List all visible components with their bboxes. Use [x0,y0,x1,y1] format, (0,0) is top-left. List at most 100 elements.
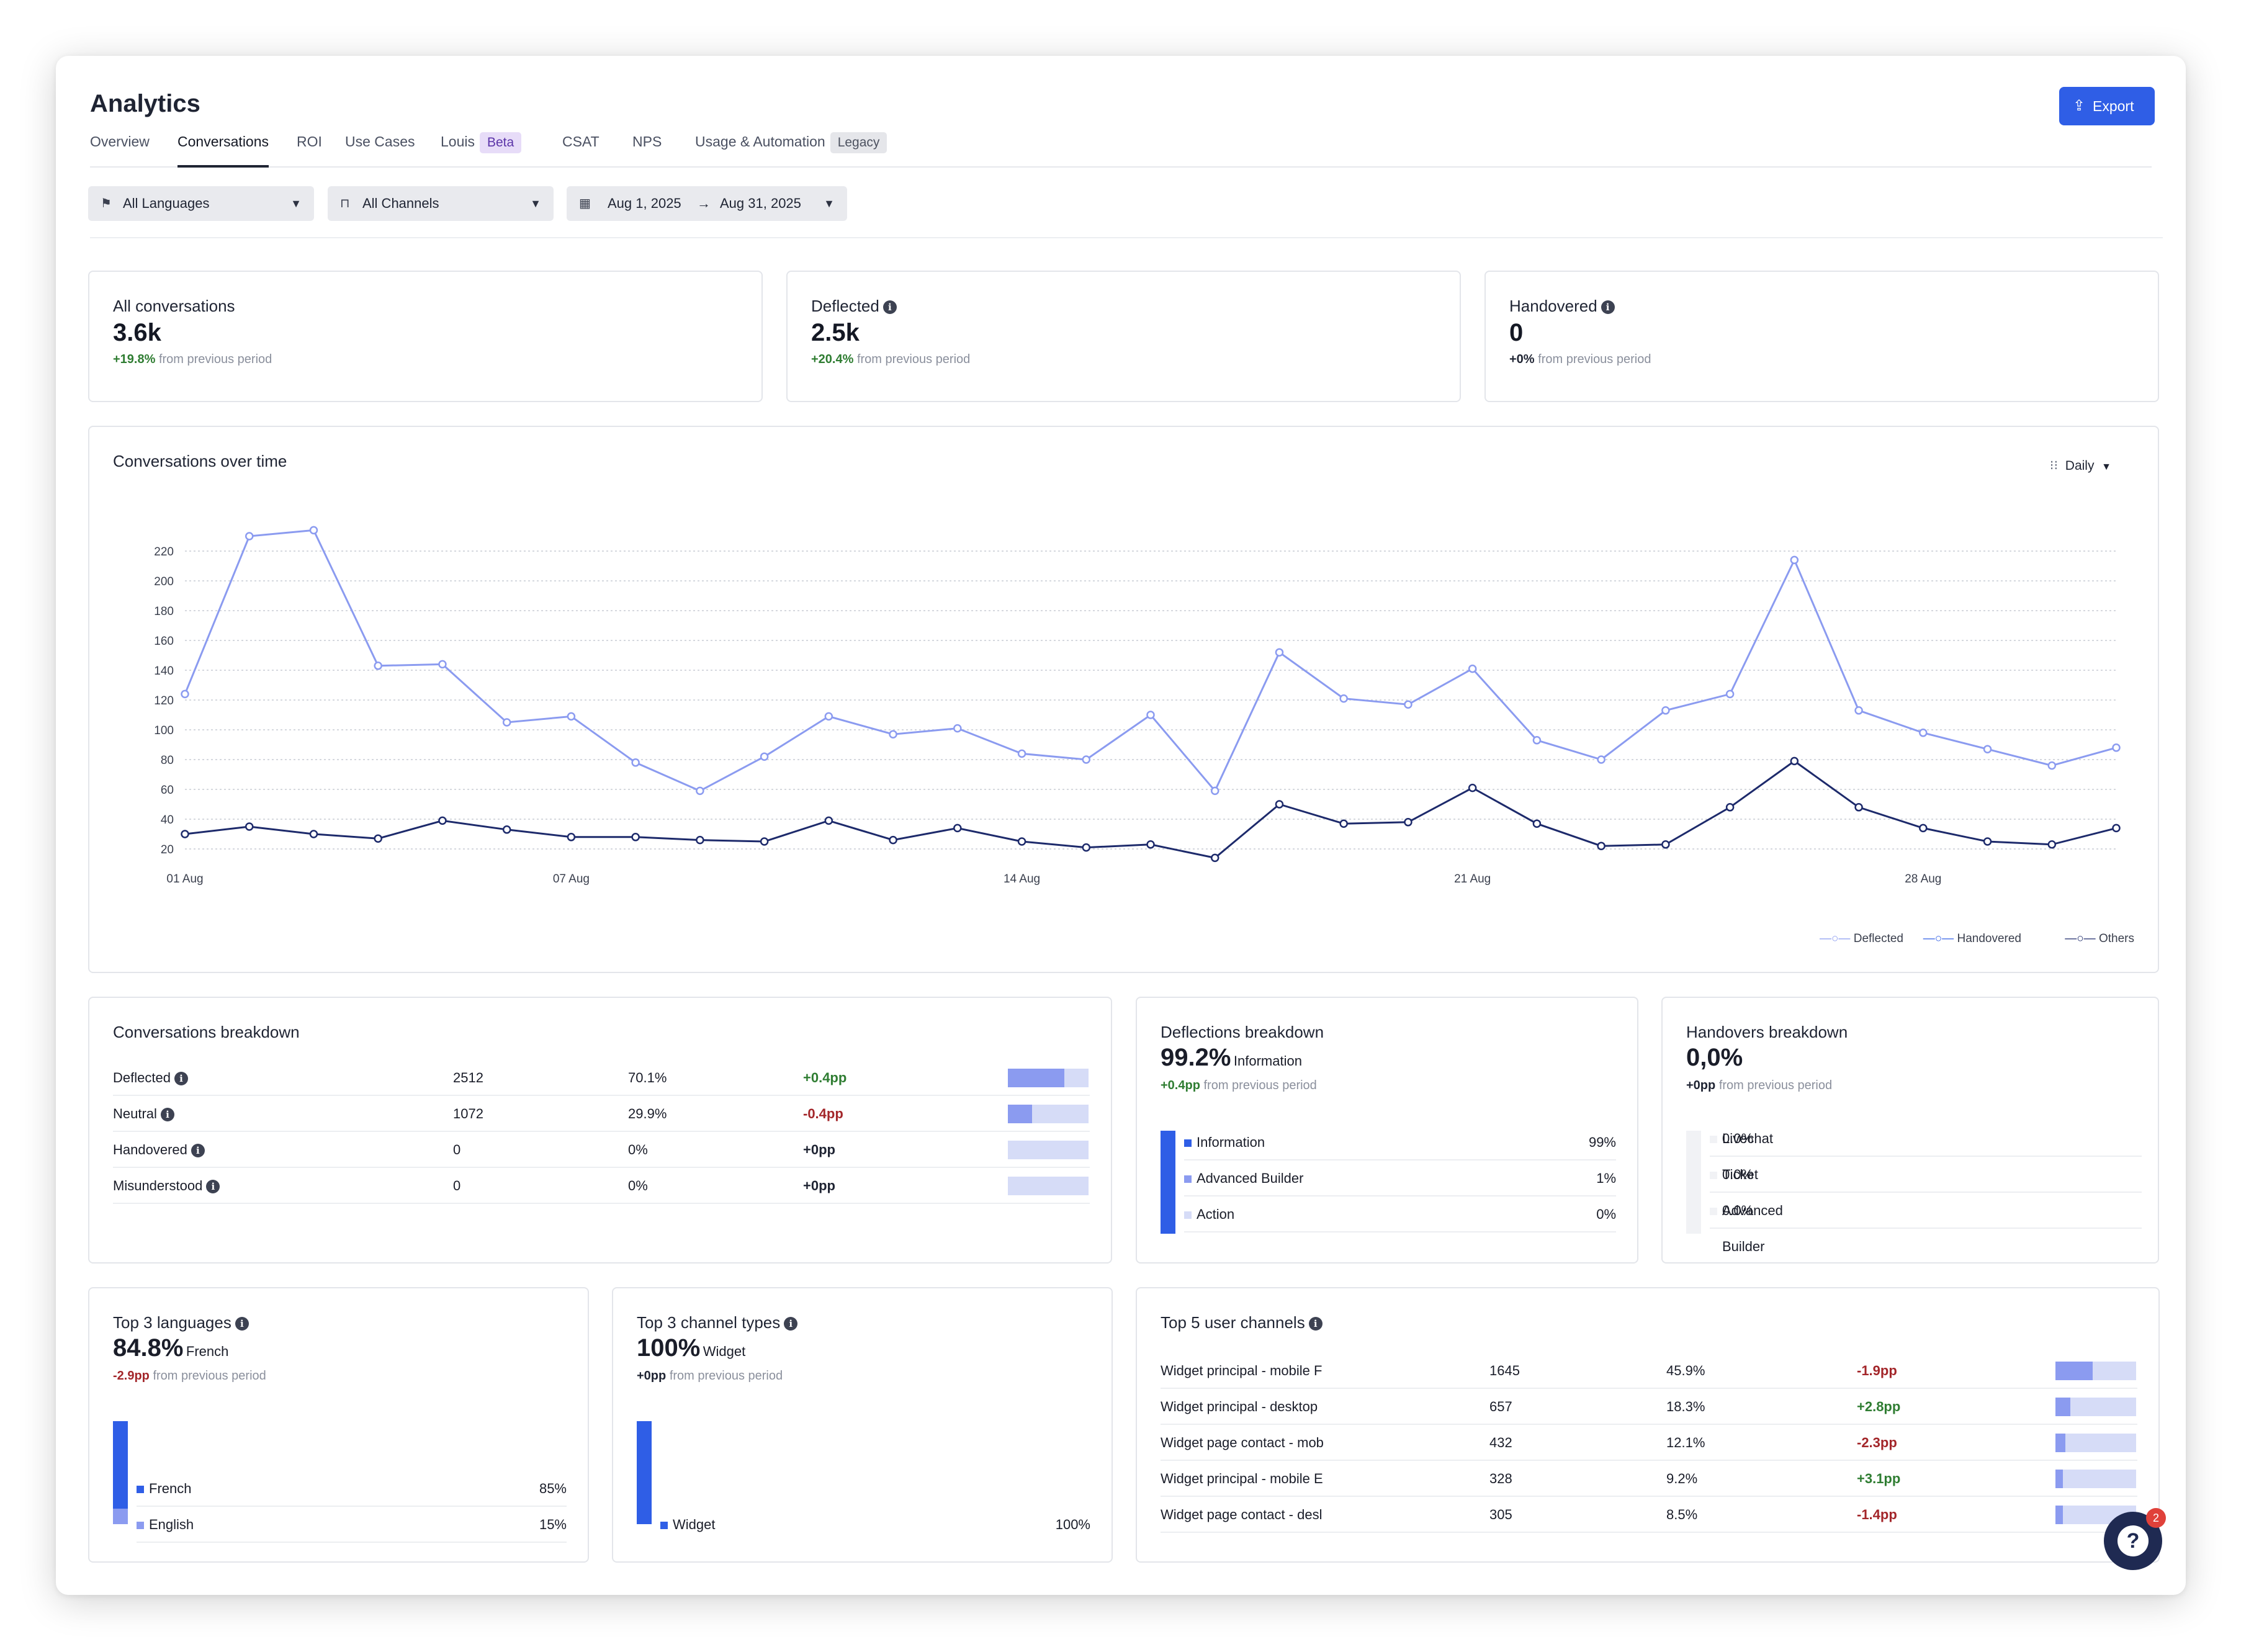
data-point-deflected[interactable] [760,752,769,761]
data-point-others[interactable] [1275,800,1284,809]
legend-handovered[interactable]: —○— Handovered [1923,932,2021,945]
info-icon[interactable]: i [235,1317,249,1331]
legend-deflected[interactable]: —○— Deflected [1819,932,1903,945]
data-point-others[interactable] [1661,840,1670,849]
data-point-others[interactable] [2112,824,2121,833]
date-range-filter[interactable]: ▦ Aug 1, 2025 → Aug 31, 2025 ▼ [567,186,847,221]
data-point-others[interactable] [309,830,318,838]
data-point-deflected[interactable] [502,718,511,727]
info-icon[interactable]: i [160,1108,174,1122]
help-button[interactable]: ? 2 [2104,1508,2166,1570]
data-point-others[interactable] [567,833,576,842]
data-point-others[interactable] [953,824,962,833]
data-point-others[interactable] [1017,837,1026,846]
data-point-deflected[interactable] [1404,700,1412,709]
data-point-deflected[interactable] [1983,745,1992,753]
tab-overview[interactable]: Overview [90,133,150,150]
data-point-others[interactable] [1532,819,1542,828]
data-point-others[interactable] [1983,837,1992,846]
share-bar [2055,1470,2136,1488]
data-point-others[interactable] [1468,783,1477,792]
row-label: English [149,1517,194,1532]
tab-nps[interactable]: NPS [632,133,662,150]
row-percent: 0% [628,1142,648,1157]
data-point-deflected[interactable] [889,730,897,738]
info-icon[interactable]: i [191,1144,205,1158]
language-filter[interactable]: ⚑ All Languages ▼ [88,186,314,221]
upload-icon: ⇪ [2073,97,2086,114]
data-point-deflected[interactable] [1661,706,1670,715]
tab-louis[interactable]: Louis Beta [441,130,522,168]
data-point-others[interactable] [1854,803,1863,812]
data-point-deflected[interactable] [567,712,576,721]
legend-others[interactable]: —○— Others [2065,932,2134,945]
data-point-others[interactable] [1082,843,1091,852]
data-point-deflected[interactable] [1597,755,1606,764]
data-point-others[interactable] [245,822,254,831]
data-point-others[interactable] [1146,840,1155,849]
data-point-deflected[interactable] [1339,694,1348,703]
row-label: Neutral i [113,1096,174,1132]
tab-use-cases[interactable]: Use Cases [345,133,415,150]
info-icon[interactable]: i [206,1180,220,1194]
data-point-others[interactable] [438,816,447,825]
data-point-deflected[interactable] [824,712,833,721]
data-point-deflected[interactable] [309,526,318,535]
legend-swatch [1710,1172,1717,1179]
data-point-deflected[interactable] [1146,711,1155,719]
data-point-others[interactable] [1790,756,1799,766]
data-point-deflected[interactable] [181,689,189,699]
data-point-others[interactable] [1725,803,1735,812]
data-point-others[interactable] [824,816,833,825]
data-point-others[interactable] [760,837,769,846]
data-point-deflected[interactable] [631,758,640,767]
data-point-deflected[interactable] [1532,736,1542,745]
data-point-others[interactable] [696,835,704,845]
channel-filter[interactable]: ⊓ All Channels ▼ [328,186,554,221]
data-point-deflected[interactable] [245,532,254,541]
data-point-others[interactable] [1339,819,1348,828]
stacked-bar [113,1421,128,1524]
tab-usage-automation[interactable]: Usage & Automation Legacy [695,130,887,168]
info-icon[interactable]: i [1601,300,1615,315]
data-point-others[interactable] [502,825,511,834]
data-point-deflected[interactable] [1468,664,1477,673]
data-point-deflected[interactable] [374,662,382,670]
data-point-deflected[interactable] [1854,706,1863,715]
x-tick-label: 01 Aug [166,873,203,886]
data-point-others[interactable] [1210,853,1219,863]
data-point-deflected[interactable] [1725,689,1735,699]
tab-csat[interactable]: CSAT [562,133,600,150]
interval-dropdown[interactable]: ⁝⁝ Daily ▼ [2049,459,2111,473]
data-point-deflected[interactable] [1082,755,1091,764]
tab-roi[interactable]: ROI [297,133,322,150]
info-icon[interactable]: i [174,1072,188,1086]
data-point-deflected[interactable] [438,660,447,669]
page-title: Analytics [90,90,200,117]
data-point-deflected[interactable] [1017,749,1026,758]
data-point-deflected[interactable] [1790,555,1799,565]
data-point-others[interactable] [2047,840,2057,849]
data-point-deflected[interactable] [953,724,962,733]
data-point-deflected[interactable] [2047,761,2057,770]
data-point-others[interactable] [181,830,189,838]
data-point-deflected[interactable] [1210,786,1219,796]
tab-conversations[interactable]: Conversations [177,130,269,168]
info-icon[interactable]: i [784,1317,798,1331]
info-icon[interactable]: i [1308,1317,1323,1331]
data-point-others[interactable] [889,835,897,845]
data-point-deflected[interactable] [2112,743,2121,752]
row-percent: 0.0% [1722,1131,1754,1146]
data-point-others[interactable] [1404,818,1412,827]
data-point-others[interactable] [1919,824,1928,833]
data-point-deflected[interactable] [696,786,704,796]
delta: -2.9pp [113,1369,150,1383]
data-point-others[interactable] [631,833,640,842]
export-button[interactable]: ⇪ Export [2059,87,2155,125]
data-point-deflected[interactable] [1275,648,1284,657]
info-icon[interactable]: i [882,300,897,315]
data-point-others[interactable] [374,834,382,843]
data-point-others[interactable] [1597,842,1606,850]
y-tick-label: 200 [154,575,174,588]
data-point-deflected[interactable] [1919,729,1928,737]
